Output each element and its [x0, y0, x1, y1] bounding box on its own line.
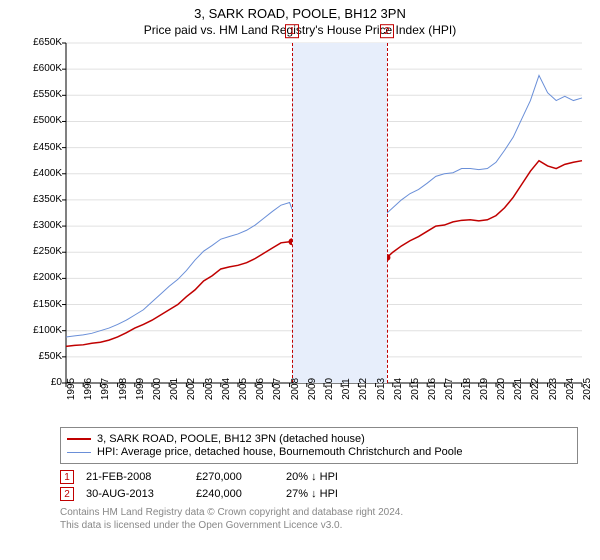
x-tick-label: 2022 — [530, 378, 541, 400]
chart-container: 3, SARK ROAD, POOLE, BH12 3PN Price paid… — [0, 0, 600, 560]
x-tick-label: 2020 — [496, 378, 507, 400]
sale-band — [292, 43, 387, 383]
x-tick-label: 1997 — [100, 378, 111, 400]
y-tick-label: £550K — [22, 90, 66, 100]
page-subtitle: Price paid vs. HM Land Registry's House … — [10, 23, 590, 37]
x-tick-label: 2008 — [290, 378, 301, 400]
x-tick-label: 2024 — [565, 378, 576, 400]
x-tick-label: 2003 — [204, 378, 215, 400]
y-tick-label: £250K — [22, 247, 66, 257]
sale-number: 1 — [60, 470, 74, 484]
y-axis: £0£50K£100K£150K£200K£250K£300K£350K£400… — [22, 43, 66, 383]
legend-item: 3, SARK ROAD, POOLE, BH12 3PN (detached … — [67, 433, 571, 445]
legend-swatch — [67, 438, 91, 440]
x-tick-label: 2025 — [582, 378, 593, 400]
sales-table: 1 21-FEB-2008£270,00020% ↓ HPI 2 30-AUG-201… — [60, 470, 578, 501]
y-tick-label: £150K — [22, 300, 66, 310]
plot-area: 12 — [66, 43, 582, 383]
y-tick-label: £600K — [22, 64, 66, 74]
x-tick-label: 1995 — [66, 378, 77, 400]
sale-marker-line — [292, 43, 293, 383]
y-tick-label: £400K — [22, 169, 66, 179]
x-tick-label: 2005 — [238, 378, 249, 400]
y-tick-label: £450K — [22, 143, 66, 153]
x-tick-label: 2002 — [186, 378, 197, 400]
legend-item: HPI: Average price, detached house, Bour… — [67, 446, 571, 458]
sale-marker-label: 1 — [285, 24, 299, 38]
sale-marker-label: 2 — [380, 24, 394, 38]
legend: 3, SARK ROAD, POOLE, BH12 3PN (detached … — [60, 427, 578, 464]
x-tick-label: 2010 — [324, 378, 335, 400]
x-tick-label: 2004 — [221, 378, 232, 400]
x-tick-label: 2012 — [358, 378, 369, 400]
sale-price: £270,000 — [196, 471, 286, 483]
x-tick-label: 2009 — [307, 378, 318, 400]
attribution-line: Contains HM Land Registry data © Crown c… — [60, 507, 578, 520]
legend-swatch — [67, 452, 91, 453]
sale-diff: 27% ↓ HPI — [286, 488, 386, 500]
x-tick-label: 1999 — [135, 378, 146, 400]
sale-diff: 20% ↓ HPI — [286, 471, 386, 483]
y-tick-label: £500K — [22, 116, 66, 126]
x-tick-label: 2023 — [548, 378, 559, 400]
x-tick-label: 2017 — [444, 378, 455, 400]
x-tick-label: 2014 — [393, 378, 404, 400]
x-tick-label: 2006 — [255, 378, 266, 400]
x-tick-label: 1996 — [83, 378, 94, 400]
y-tick-label: £50K — [22, 352, 66, 362]
sale-number: 2 — [60, 487, 74, 501]
y-tick-label: £650K — [22, 38, 66, 48]
y-tick-label: £300K — [22, 221, 66, 231]
x-tick-label: 2018 — [462, 378, 473, 400]
legend-label: 3, SARK ROAD, POOLE, BH12 3PN (detached … — [97, 433, 365, 445]
chart: £0 £50K £100K £150K £200K £250K £300K £350K £400… — [22, 43, 582, 423]
x-tick-label: 2015 — [410, 378, 421, 400]
attribution: Contains HM Land Registry data © Crown c… — [60, 507, 578, 532]
x-tick-label: 2021 — [513, 378, 524, 400]
sale-price: £240,000 — [196, 488, 286, 500]
sale-row: 2 30-AUG-2013£240,00027% ↓ HPI — [60, 487, 578, 501]
x-tick-label: 2001 — [169, 378, 180, 400]
page-title: 3, SARK ROAD, POOLE, BH12 3PN — [10, 6, 590, 21]
x-tick-label: 2019 — [479, 378, 490, 400]
x-tick-label: 1998 — [118, 378, 129, 400]
x-axis: 1995199619971998199920002001200220032004… — [66, 383, 582, 423]
x-tick-label: 2013 — [376, 378, 387, 400]
sale-date: 30-AUG-2013 — [86, 488, 196, 500]
sale-marker-line — [387, 43, 388, 383]
x-tick-label: 2011 — [341, 378, 352, 400]
y-tick-label: £200K — [22, 273, 66, 283]
y-tick-label: £100K — [22, 326, 66, 336]
y-tick-label: £350K — [22, 195, 66, 205]
y-tick-label: £0 — [22, 378, 66, 388]
x-tick-label: 2007 — [272, 378, 283, 400]
sale-date: 21-FEB-2008 — [86, 471, 196, 483]
legend-label: HPI: Average price, detached house, Bour… — [97, 446, 462, 458]
x-tick-label: 2016 — [427, 378, 438, 400]
sale-row: 1 21-FEB-2008£270,00020% ↓ HPI — [60, 470, 578, 484]
attribution-line: This data is licensed under the Open Gov… — [60, 520, 578, 533]
x-tick-label: 2000 — [152, 378, 163, 400]
